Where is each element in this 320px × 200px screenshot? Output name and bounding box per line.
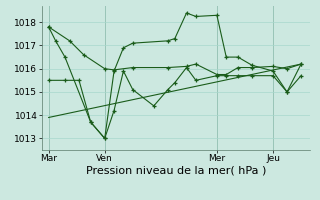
X-axis label: Pression niveau de la mer( hPa ): Pression niveau de la mer( hPa ) bbox=[86, 166, 266, 176]
